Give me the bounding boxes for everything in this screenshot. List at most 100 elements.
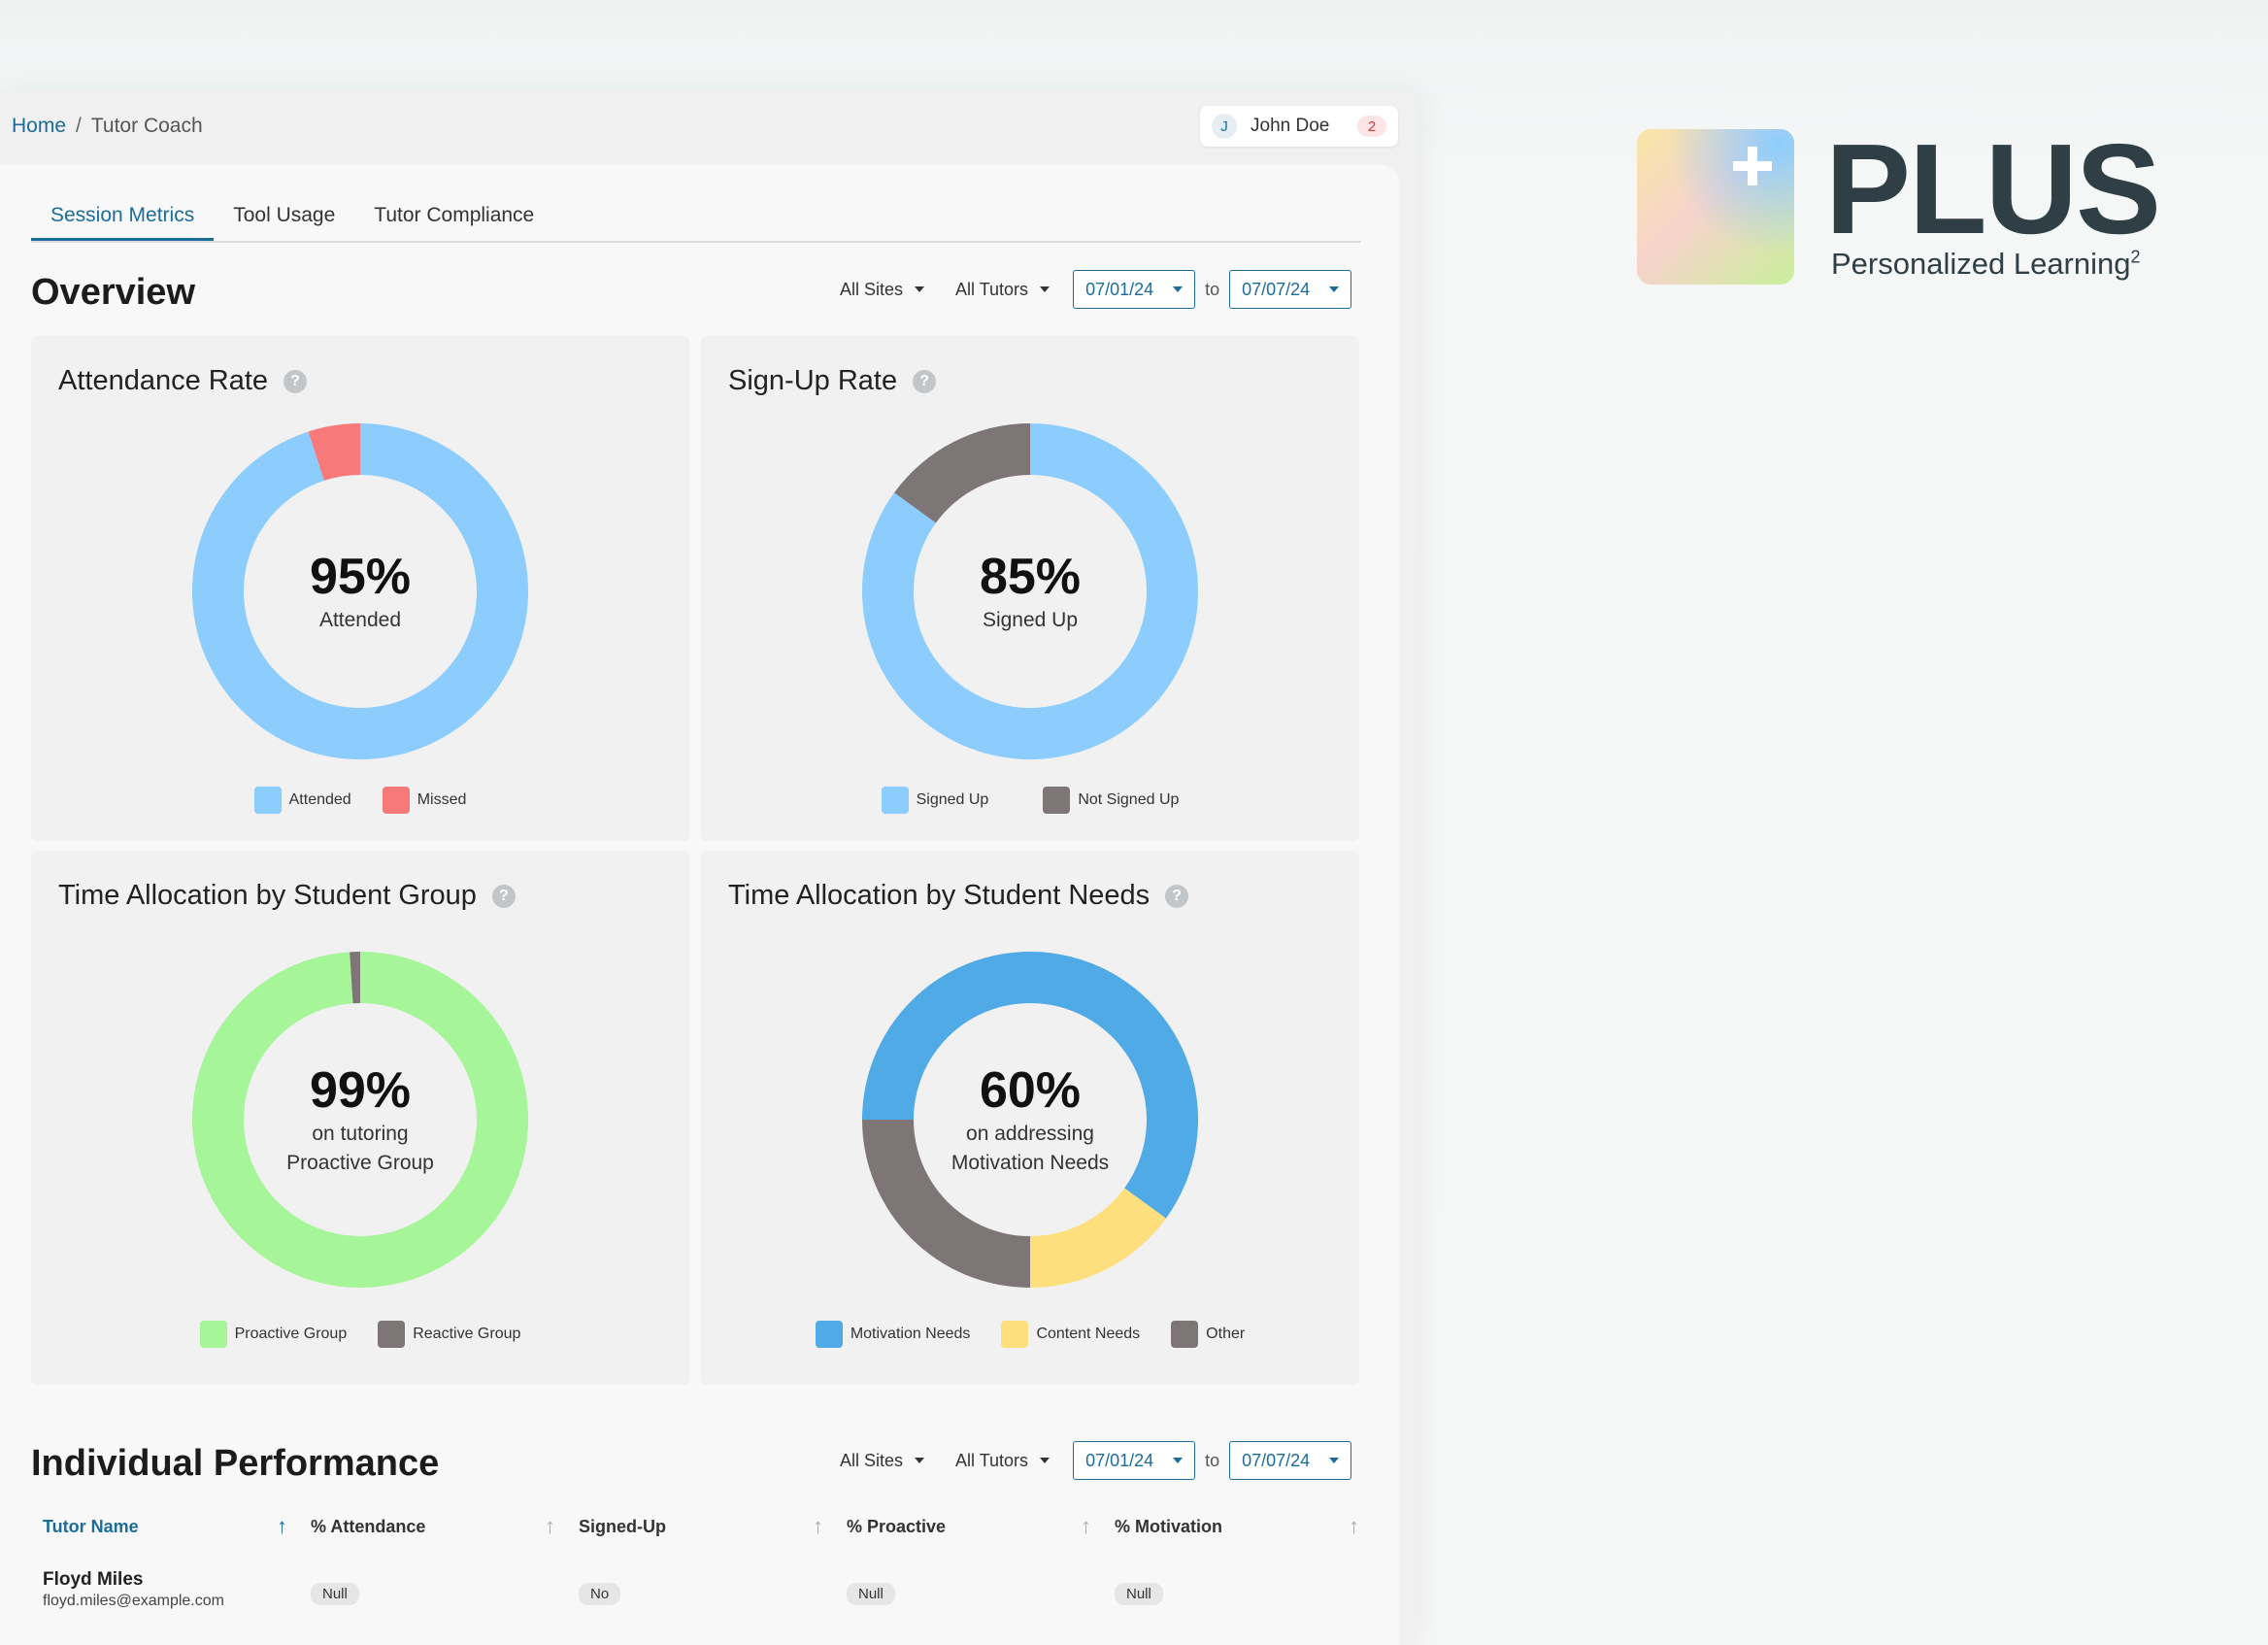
brand-superscript: 2	[2130, 247, 2141, 267]
legend-item-motivation-needs: Motivation Needs	[815, 1321, 970, 1348]
column-label: % Attendance	[311, 1516, 426, 1536]
legend-item-reactive-group: Reactive Group	[378, 1321, 520, 1348]
legend-label: Content Needs	[1036, 1326, 1141, 1342]
student-needs-center-label: on addressing Motivation Needs	[951, 1123, 1110, 1174]
date-range-to-label: to	[1205, 1450, 1220, 1470]
breadcrumb-home-link[interactable]: Home	[12, 115, 67, 137]
attendance-center-value: 95%	[309, 549, 412, 605]
column-label: Signed-Up	[579, 1516, 666, 1536]
sites-select-label: All Sites	[840, 1450, 904, 1470]
attendance-donut-chart: 95% Attended	[192, 423, 528, 759]
help-icon[interactable]: ?	[284, 369, 308, 393]
legend-label: Proactive Group	[234, 1326, 348, 1342]
student-group-title: Time Allocation by Student Group	[58, 880, 477, 911]
student-needs-donut-svg	[862, 952, 1198, 1288]
user-name: John Doe	[1251, 116, 1330, 136]
column-header-signed-up[interactable]: Signed-Up ↑	[579, 1507, 829, 1546]
sort-up-icon[interactable]: ↑	[1349, 1514, 1359, 1538]
tab-bar: Session Metrics Tool Usage Tutor Complia…	[31, 194, 1361, 243]
legend-swatch	[382, 787, 410, 814]
date-to-value: 07/07/24	[1242, 279, 1311, 299]
date-range-to-label: to	[1205, 279, 1220, 299]
donut-slice-missed[interactable]	[308, 423, 360, 481]
sign-up-center-label: Signed Up	[982, 609, 1079, 631]
legend-item-signed-up: Signed Up	[881, 787, 988, 814]
sort-up-icon[interactable]: ↑	[813, 1514, 823, 1538]
legend-swatch	[1001, 1321, 1029, 1348]
tab-tutor-compliance[interactable]: Tutor Compliance	[374, 204, 535, 226]
user-menu-button[interactable]: J John Doe 2	[1200, 106, 1398, 147]
legend-swatch	[1043, 787, 1071, 814]
card-title: Time Allocation by Student Needs?	[728, 880, 1189, 912]
legend-swatch	[1171, 1321, 1199, 1348]
column-label: % Proactive	[847, 1516, 947, 1536]
breadcrumb: Home / Tutor Coach	[12, 115, 203, 138]
tutors-select[interactable]: All Tutors	[955, 280, 1051, 300]
sign-up-rate-card: Sign-Up Rate? 85% Signed Up Signed Up No…	[701, 336, 1359, 841]
sign-up-rate-title: Sign-Up Rate	[728, 365, 898, 396]
card-title: Sign-Up Rate?	[728, 365, 937, 397]
legend-label: Other	[1206, 1326, 1246, 1342]
column-header-tutor-name[interactable]: Tutor Name ↑	[43, 1507, 293, 1546]
donut-center: 99% on tutoring Proactive Group	[192, 952, 528, 1288]
donut-slice-content-needs[interactable]	[1030, 1188, 1166, 1288]
donut-slice-not-signed-up[interactable]	[894, 423, 1030, 523]
caret-down-icon	[1173, 1458, 1184, 1463]
legend-item-attended: Attended	[253, 787, 351, 814]
tutor-cell: Floyd Miles floyd.miles@example.com	[43, 1569, 224, 1610]
column-header-motivation[interactable]: % Motivation ↑	[1115, 1507, 1365, 1546]
column-label: % Motivation	[1115, 1516, 1222, 1536]
date-from-value: 07/01/24	[1085, 1450, 1154, 1470]
student-needs-card: Time Allocation by Student Needs? 60% on…	[701, 851, 1359, 1385]
tab-session-metrics[interactable]: Session Metrics	[31, 194, 215, 241]
tab-tool-usage[interactable]: Tool Usage	[233, 204, 336, 226]
sites-select[interactable]: All Sites	[840, 280, 925, 300]
donut-slice-motivation-needs[interactable]	[862, 952, 1198, 1219]
attendance-rate-title: Attendance Rate	[58, 365, 269, 396]
performance-table: Tutor Name ↑ % Attendance ↑ Signed-Up ↑ % P…	[12, 1507, 1361, 1643]
legend-item-other: Other	[1171, 1321, 1245, 1348]
legend-label: Not Signed Up	[1078, 791, 1180, 808]
donut-slice-signed-up[interactable]	[862, 423, 1198, 759]
donut-slice-proactive-group[interactable]	[192, 952, 528, 1288]
sites-select[interactable]: All Sites	[840, 1450, 925, 1471]
help-icon[interactable]: ?	[1165, 884, 1189, 908]
brand-logo: PLUS Personalized Learning2	[1637, 118, 2181, 293]
attendance-rate-card: Attendance Rate? 95% Attended Attended M…	[31, 336, 689, 841]
help-icon[interactable]: ?	[913, 369, 937, 393]
date-from-picker[interactable]: 07/01/24	[1073, 270, 1196, 309]
sort-up-icon[interactable]: ↑	[1081, 1514, 1091, 1538]
brand-wordmark: PLUS	[1825, 118, 2161, 260]
tutors-select-label: All Tutors	[955, 1450, 1029, 1470]
attendance-donut-svg	[192, 423, 528, 759]
signed-up-cell: No	[579, 1583, 621, 1605]
student-group-donut-svg	[192, 952, 528, 1288]
caret-down-icon	[915, 1458, 925, 1463]
legend-swatch	[253, 787, 282, 814]
tutors-select[interactable]: All Tutors	[955, 1450, 1051, 1471]
column-header-proactive[interactable]: % Proactive ↑	[847, 1507, 1097, 1546]
donut-slice-reactive-group[interactable]	[350, 952, 360, 1004]
column-header-attendance[interactable]: % Attendance ↑	[311, 1507, 561, 1546]
tutor-name: Floyd Miles	[43, 1569, 144, 1590]
plus-logo-mark	[1637, 129, 1794, 285]
date-to-value: 07/07/24	[1242, 1450, 1311, 1470]
date-from-picker[interactable]: 07/01/24	[1073, 1441, 1196, 1480]
sort-up-icon[interactable]: ↑	[277, 1514, 287, 1538]
legend-item-not-signed-up: Not Signed Up	[1043, 787, 1179, 814]
card-title: Time Allocation by Student Group?	[58, 880, 516, 912]
caret-down-icon	[1329, 1458, 1340, 1463]
sort-up-icon[interactable]: ↑	[545, 1514, 555, 1538]
date-to-picker[interactable]: 07/07/24	[1229, 270, 1352, 309]
date-from-value: 07/01/24	[1085, 279, 1154, 299]
donut-slice-attended[interactable]	[192, 423, 528, 759]
donut-center: 60% on addressing Motivation Needs	[862, 952, 1198, 1288]
motivation-cell: Null	[1115, 1583, 1163, 1605]
sign-up-center-value: 85%	[979, 549, 1082, 605]
date-to-picker[interactable]: 07/07/24	[1229, 1441, 1352, 1480]
donut-slice-other[interactable]	[862, 1120, 1030, 1288]
main-panel: Session Metrics Tool Usage Tutor Complia…	[0, 165, 1399, 1645]
notification-badge[interactable]: 2	[1357, 116, 1386, 137]
student-needs-center-value: 60%	[979, 1062, 1082, 1119]
help-icon[interactable]: ?	[491, 884, 516, 908]
